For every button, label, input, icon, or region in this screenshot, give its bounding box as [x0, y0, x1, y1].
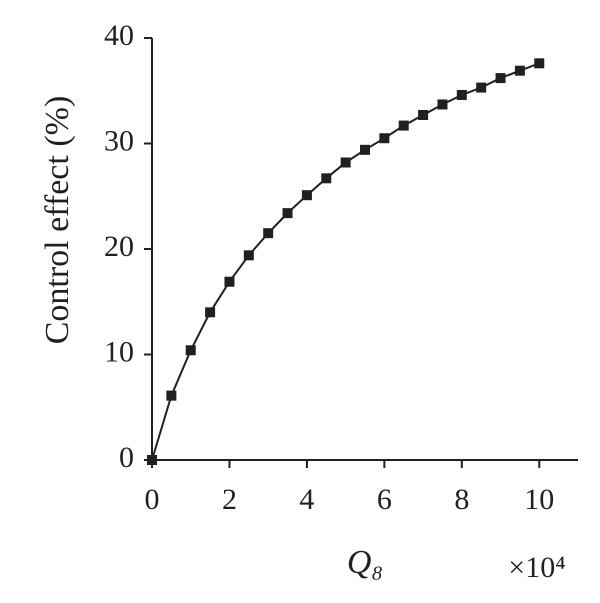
x-tick-label: 6	[377, 483, 392, 516]
marker	[534, 58, 545, 69]
x-tick-label: 2	[222, 483, 237, 516]
marker	[476, 82, 487, 93]
marker	[224, 276, 235, 287]
marker	[263, 228, 274, 239]
y-tick-label: 0	[119, 441, 134, 474]
marker	[147, 455, 157, 465]
marker	[514, 65, 525, 76]
marker	[340, 157, 351, 168]
x-tick-label: 4	[299, 483, 314, 516]
y-tick-label: 30	[104, 124, 134, 157]
marker	[185, 345, 196, 356]
marker	[282, 208, 293, 219]
marker	[398, 120, 409, 131]
x-tick-label: 10	[524, 483, 554, 516]
marker	[360, 144, 370, 155]
x-axis-label: Q₈	[347, 544, 383, 581]
x-multiplier: ×10⁴	[508, 551, 565, 584]
marker	[456, 89, 467, 100]
marker	[205, 307, 216, 318]
marker	[166, 390, 177, 401]
marker	[379, 133, 390, 144]
y-axis-label: Control effect (%)	[39, 96, 76, 345]
x-tick-label: 0	[145, 483, 160, 516]
marker	[437, 99, 448, 110]
marker	[301, 190, 312, 201]
y-tick-label: 10	[104, 335, 134, 368]
marker	[418, 110, 429, 121]
y-tick-label: 40	[104, 19, 134, 52]
marker	[243, 250, 254, 261]
marker	[495, 73, 506, 84]
y-tick-label: 20	[104, 230, 134, 263]
marker	[321, 173, 332, 184]
line	[151, 62, 540, 461]
x-tick-label: 8	[454, 483, 469, 516]
